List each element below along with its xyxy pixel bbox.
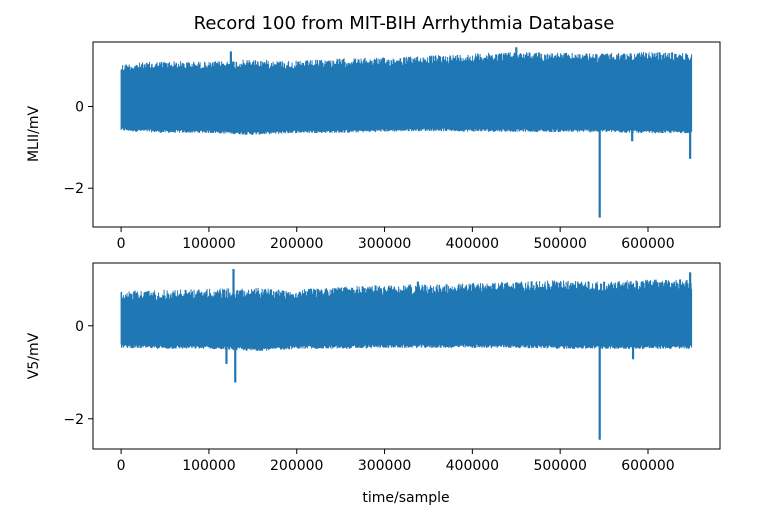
y-tick-label: 0	[75, 100, 84, 116]
x-tick-label: 600000	[621, 458, 674, 474]
v5-ylabel: V5/mV	[26, 332, 42, 379]
mlii-x-ticks: 0 100000 200000 300000 400000 500000 600000	[117, 227, 675, 252]
x-tick-label: 500000	[533, 236, 586, 252]
mlii-axes-frame	[92, 41, 721, 228]
x-tick-label: 200000	[270, 236, 323, 252]
x-tick-label: 100000	[182, 458, 235, 474]
x-tick-label: 300000	[358, 458, 411, 474]
x-axis-label: time/sample	[362, 490, 449, 506]
x-tick-label: 200000	[270, 458, 323, 474]
x-tick-label: 400000	[446, 458, 499, 474]
panel-mlii: 0 100000 200000 300000 400000 500000 600000 −2…	[26, 41, 721, 252]
chart-title: Record 100 from MIT-BIH Arrhythmia Datab…	[194, 13, 615, 34]
y-tick-label: 0	[75, 319, 84, 335]
mlii-ylabel: MLII/mV	[26, 106, 42, 162]
v5-axes-frame	[92, 262, 721, 450]
v5-series	[120, 269, 693, 440]
v5-y-ticks: −2 0	[63, 319, 93, 428]
signal-band	[120, 51, 693, 135]
mlii-series	[120, 47, 693, 218]
x-tick-label: 0	[117, 458, 126, 474]
x-tick-label: 600000	[621, 236, 674, 252]
x-tick-label: 0	[117, 236, 126, 252]
x-tick-label: 400000	[446, 236, 499, 252]
y-tick-label: −2	[63, 412, 84, 428]
panel-v5: 0 100000 200000 300000 400000 500000 600000 −2…	[26, 262, 721, 474]
y-tick-label: −2	[63, 181, 84, 197]
x-tick-label: 100000	[182, 236, 235, 252]
mlii-y-ticks: −2 0	[63, 100, 93, 197]
v5-x-ticks: 0 100000 200000 300000 400000 500000 600000	[117, 449, 675, 474]
x-tick-label: 300000	[358, 236, 411, 252]
signal-band	[120, 279, 693, 351]
x-tick-label: 500000	[533, 458, 586, 474]
